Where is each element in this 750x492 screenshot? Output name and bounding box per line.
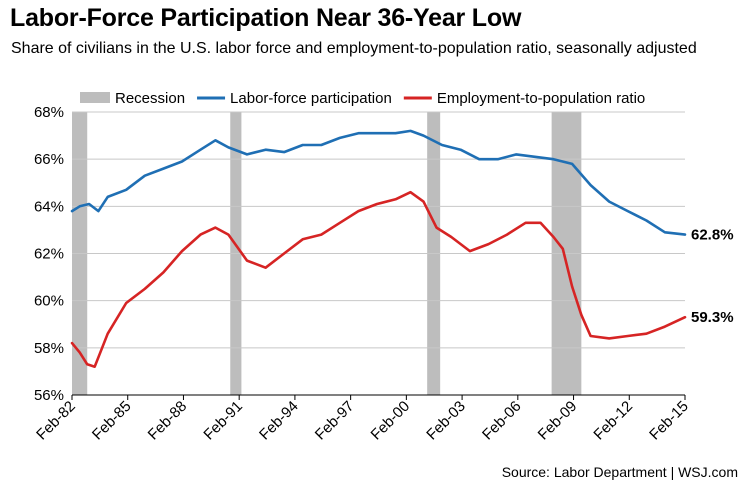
- x-tick-label: Feb-94: [256, 398, 302, 444]
- axes: 56%58%60%62%64%66%68%Feb-82 Feb-85 Feb-88 F…: [33, 104, 692, 443]
- x-tick-label: Feb-85: [89, 398, 135, 444]
- x-tick-label: Feb-88: [145, 398, 191, 444]
- end-value-label-0: 62.8%: [691, 227, 734, 244]
- y-tick-label: 58%: [34, 340, 64, 357]
- legend-label-series-0: Labor-force participation: [230, 90, 392, 107]
- x-tick-label: Feb-15: [646, 398, 692, 444]
- x-tick-label: Feb-00: [368, 398, 414, 444]
- legend-swatch-recession: [80, 92, 110, 103]
- y-tick-label: 56%: [34, 387, 64, 404]
- x-tick-label: Feb-06: [479, 398, 525, 444]
- series-lines: [70, 129, 687, 368]
- y-tick-label: 60%: [34, 293, 64, 310]
- legend-label-recession: Recession: [115, 90, 185, 107]
- series-line-1: [70, 190, 687, 368]
- series-line-0: [70, 129, 687, 236]
- gridlines: [72, 111, 685, 349]
- y-tick-label: 68%: [34, 104, 64, 121]
- y-tick-label: 64%: [34, 198, 64, 215]
- legend-label-series-1: Employment-to-population ratio: [437, 90, 645, 107]
- source-credit: Source: Labor Department | WSJ.com: [501, 464, 738, 480]
- chart-title: Labor-Force Participation Near 36-Year L…: [10, 4, 522, 32]
- y-tick-label: 66%: [34, 151, 64, 168]
- end-value-label-1: 59.3%: [691, 309, 734, 326]
- legend: Recession Labor-force participation Employ…: [80, 90, 645, 107]
- x-tick-label: Feb-97: [312, 398, 358, 444]
- x-tick-label: Feb-91: [200, 398, 246, 444]
- chart-subtitle: Share of civilians in the U.S. labor for…: [11, 40, 697, 57]
- x-tick-label: Feb-12: [590, 398, 636, 444]
- end-labels: 62.8% 59.3%: [691, 227, 734, 327]
- x-tick-label: Feb-82: [33, 398, 79, 444]
- x-tick-label: Feb-03: [423, 398, 469, 444]
- x-tick-label: Feb-09: [535, 398, 581, 444]
- y-tick-label: 62%: [34, 246, 64, 263]
